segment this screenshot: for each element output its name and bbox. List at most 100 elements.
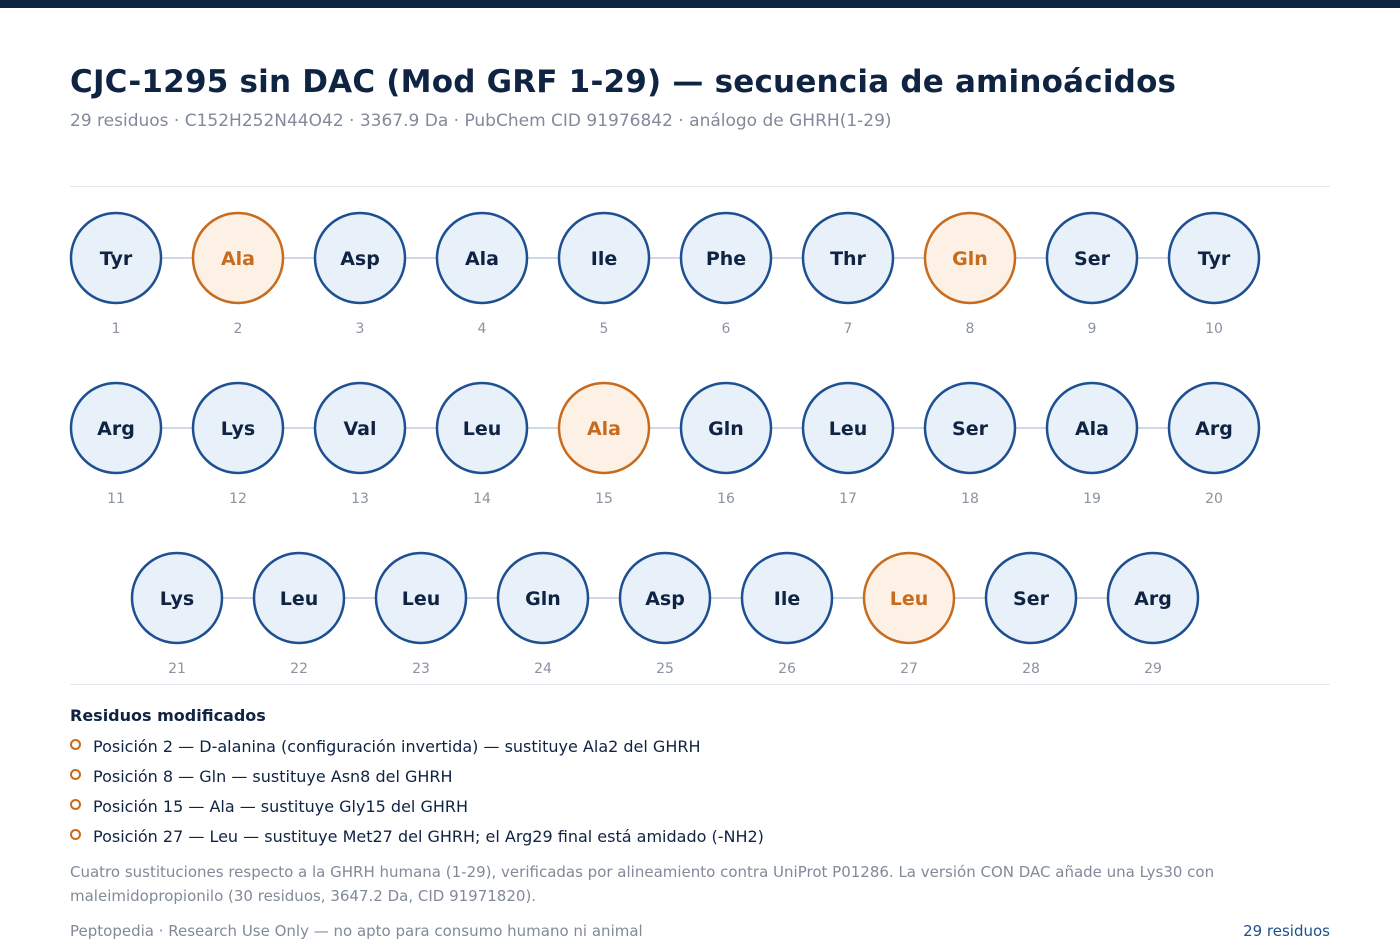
residue-circle bbox=[679, 211, 773, 305]
residue-circle bbox=[740, 551, 834, 645]
residue-position: 5 bbox=[600, 321, 609, 337]
residue-label: Leu bbox=[890, 588, 929, 610]
residue-label: Ser bbox=[1074, 248, 1111, 270]
residue-label: Ser bbox=[1013, 588, 1050, 610]
residue-node: Lys 12 bbox=[191, 381, 285, 507]
residue-position: 12 bbox=[229, 491, 247, 507]
residue-position: 16 bbox=[717, 491, 735, 507]
residue-position: 17 bbox=[839, 491, 857, 507]
residue-circle bbox=[557, 381, 651, 475]
residue-node: Tyr 1 bbox=[69, 211, 163, 337]
residue-node: Leu 17 bbox=[801, 381, 895, 507]
divider-top bbox=[70, 186, 1330, 187]
residue-label: Arg bbox=[1195, 418, 1233, 440]
residue-position: 9 bbox=[1088, 321, 1097, 337]
residue-node: Ser 28 bbox=[984, 551, 1078, 677]
residue-node: Ala 15 bbox=[557, 381, 651, 507]
page-subtitle: 29 residuos · C152H252N44O42 · 3367.9 Da… bbox=[70, 111, 892, 131]
top-accent-bar bbox=[0, 0, 1400, 8]
residue-node: Phe 6 bbox=[679, 211, 773, 337]
residue-position: 1 bbox=[112, 321, 121, 337]
residue-position: 13 bbox=[351, 491, 369, 507]
residue-label: Ala bbox=[587, 418, 621, 440]
legend-item-text: Posición 15 — Ala — sustituye Gly15 del … bbox=[93, 796, 469, 816]
residue-label: Tyr bbox=[1198, 248, 1231, 270]
residue-label: Gln bbox=[525, 588, 561, 610]
legend-title: Residuos modificados bbox=[70, 706, 266, 725]
residue-position: 19 bbox=[1083, 491, 1101, 507]
residue-node: Arg 20 bbox=[1167, 381, 1261, 507]
legend-item: Posición 2 — D-alanina (configuración in… bbox=[70, 731, 764, 761]
divider-bottom bbox=[70, 684, 1330, 685]
residue-circle bbox=[1106, 551, 1200, 645]
residue-circle bbox=[374, 551, 468, 645]
residue-circle bbox=[252, 551, 346, 645]
residue-circle bbox=[435, 211, 529, 305]
residue-circle bbox=[801, 211, 895, 305]
legend-item-text: Posición 2 — D-alanina (configuración in… bbox=[93, 736, 701, 756]
residue-position: 4 bbox=[478, 321, 487, 337]
legend-item: Posición 27 — Leu — sustituye Met27 del … bbox=[70, 821, 764, 851]
residue-circle bbox=[679, 381, 773, 475]
residue-node: Gln 16 bbox=[679, 381, 773, 507]
residue-node: Leu 22 bbox=[252, 551, 346, 677]
residue-position: 20 bbox=[1205, 491, 1223, 507]
footnote: Cuatro sustituciones respecto a la GHRH … bbox=[70, 863, 1215, 905]
residue-node: Gln 24 bbox=[496, 551, 590, 677]
residue-position: 6 bbox=[722, 321, 731, 337]
residue-circle bbox=[191, 381, 285, 475]
residue-node: Leu 27 bbox=[862, 551, 956, 677]
residue-node: Ala 19 bbox=[1045, 381, 1139, 507]
residue-node: Ile 5 bbox=[557, 211, 651, 337]
residue-circle bbox=[69, 211, 163, 305]
residue-position: 22 bbox=[290, 661, 308, 677]
residue-node: Asp 25 bbox=[618, 551, 712, 677]
footer-disclaimer: Peptopedia · Research Use Only — no apto… bbox=[70, 922, 643, 940]
residue-label: Ala bbox=[221, 248, 255, 270]
residue-label: Arg bbox=[1134, 588, 1172, 610]
residue-position: 25 bbox=[656, 661, 674, 677]
residue-position: 2 bbox=[234, 321, 243, 337]
residue-node: Ala 4 bbox=[435, 211, 529, 337]
circle-marker-icon bbox=[70, 798, 81, 810]
residue-circle bbox=[618, 551, 712, 645]
legend-item-text: Posición 27 — Leu — sustituye Met27 del … bbox=[93, 826, 764, 846]
residue-node: Val 13 bbox=[313, 381, 407, 507]
residue-node: Arg 29 bbox=[1106, 551, 1200, 677]
residue-position: 29 bbox=[1144, 661, 1162, 677]
residue-circle bbox=[69, 381, 163, 475]
residue-label: Phe bbox=[706, 248, 746, 270]
residue-node: Arg 11 bbox=[69, 381, 163, 507]
residue-node: Lys 21 bbox=[130, 551, 224, 677]
residue-position: 18 bbox=[961, 491, 979, 507]
residue-label: Leu bbox=[280, 588, 319, 610]
page-title: CJC-1295 sin DAC (Mod GRF 1-29) — secuen… bbox=[70, 64, 1177, 100]
residue-label: Val bbox=[344, 418, 377, 440]
residue-label: Thr bbox=[830, 248, 866, 270]
residue-position: 11 bbox=[107, 491, 125, 507]
residue-position: 26 bbox=[778, 661, 796, 677]
legend-list: Posición 2 — D-alanina (configuración in… bbox=[70, 731, 764, 851]
residue-circle bbox=[313, 381, 407, 475]
circle-marker-icon bbox=[70, 828, 81, 840]
residue-node: Tyr 10 bbox=[1167, 211, 1261, 337]
residue-position: 14 bbox=[473, 491, 491, 507]
residue-circle bbox=[1045, 211, 1139, 305]
residue-circle bbox=[191, 211, 285, 305]
legend-item: Posición 8 — Gln — sustituye Asn8 del GH… bbox=[70, 761, 764, 791]
residue-position: 28 bbox=[1022, 661, 1040, 677]
residue-label: Tyr bbox=[100, 248, 133, 270]
residue-label: Ser bbox=[952, 418, 989, 440]
residue-node: Asp 3 bbox=[313, 211, 407, 337]
residue-node: Leu 23 bbox=[374, 551, 468, 677]
residue-label: Ile bbox=[591, 248, 617, 270]
residue-label: Gln bbox=[708, 418, 744, 440]
residue-label: Ala bbox=[465, 248, 499, 270]
residue-node: Ala 2 bbox=[191, 211, 285, 337]
residue-circle bbox=[130, 551, 224, 645]
residue-position: 27 bbox=[900, 661, 918, 677]
residue-circle bbox=[923, 381, 1017, 475]
residue-position: 21 bbox=[168, 661, 186, 677]
residue-label: Leu bbox=[402, 588, 441, 610]
